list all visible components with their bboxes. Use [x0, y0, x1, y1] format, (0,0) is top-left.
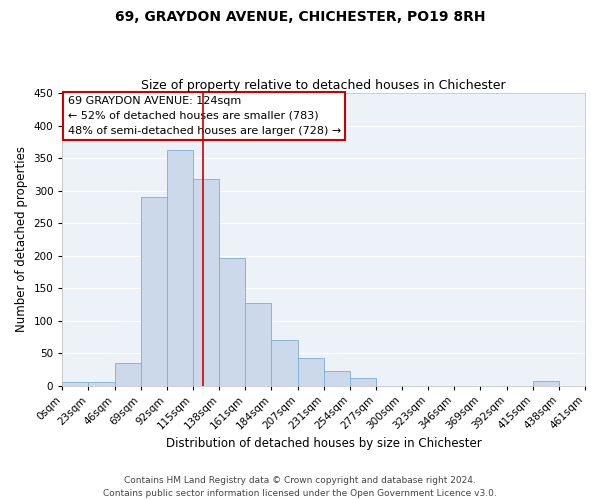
Y-axis label: Number of detached properties: Number of detached properties — [15, 146, 28, 332]
Bar — [193, 179, 219, 386]
Bar — [219, 258, 245, 386]
Bar — [88, 382, 115, 386]
Bar — [141, 197, 167, 386]
Title: Size of property relative to detached houses in Chichester: Size of property relative to detached ho… — [142, 79, 506, 92]
Bar — [271, 340, 298, 386]
Text: 69 GRAYDON AVENUE: 124sqm
← 52% of detached houses are smaller (783)
48% of semi: 69 GRAYDON AVENUE: 124sqm ← 52% of detac… — [68, 96, 341, 136]
Bar — [323, 372, 350, 386]
Bar — [533, 381, 559, 386]
X-axis label: Distribution of detached houses by size in Chichester: Distribution of detached houses by size … — [166, 437, 482, 450]
Text: 69, GRAYDON AVENUE, CHICHESTER, PO19 8RH: 69, GRAYDON AVENUE, CHICHESTER, PO19 8RH — [115, 10, 485, 24]
Bar — [62, 382, 88, 386]
Text: Contains HM Land Registry data © Crown copyright and database right 2024.
Contai: Contains HM Land Registry data © Crown c… — [103, 476, 497, 498]
Bar — [167, 150, 193, 386]
Bar — [298, 358, 323, 386]
Bar — [115, 363, 141, 386]
Bar — [245, 303, 271, 386]
Bar — [350, 378, 376, 386]
